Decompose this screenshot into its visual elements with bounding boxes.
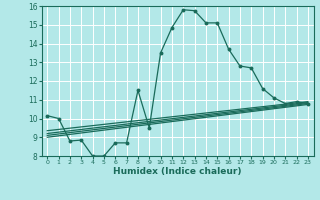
X-axis label: Humidex (Indice chaleur): Humidex (Indice chaleur) <box>113 167 242 176</box>
